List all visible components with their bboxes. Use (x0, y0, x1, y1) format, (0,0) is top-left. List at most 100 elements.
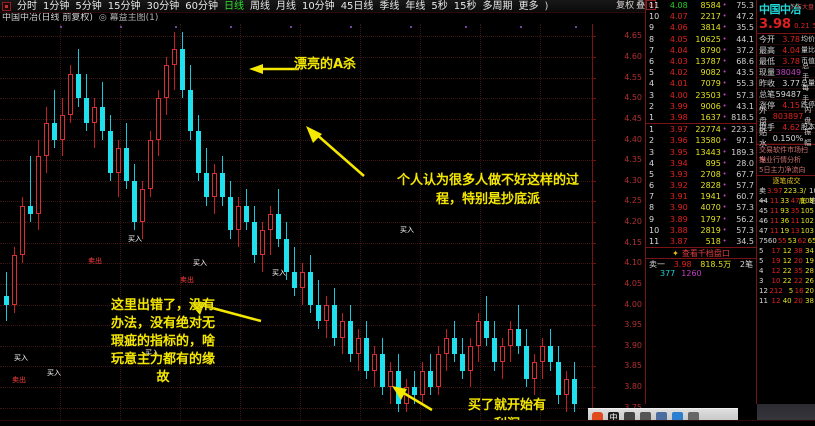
bid-index: 5 (649, 169, 655, 179)
price-axis-tick: 4.05 (624, 278, 642, 288)
mic-icon[interactable] (640, 412, 651, 423)
toolbar-item-3[interactable]: 15分钟 (107, 0, 141, 12)
bid-price: 3.87 (669, 237, 688, 247)
ask-row[interactable]: 1 3.98 1637 • 818.5 (646, 112, 756, 123)
bid-row[interactable]: 5 3.93 2708 • 67.7 (646, 169, 756, 180)
quote-section-item[interactable]: 5日主力净流向 (757, 165, 815, 175)
toolbar-right-fuquan[interactable]: 复权 (616, 1, 635, 11)
deal-title: 逐笔成交 (772, 177, 801, 185)
bid-row[interactable]: 9 3.89 1797 • 56.2 (646, 214, 756, 225)
toolbar-item-daily[interactable]: 日线 (223, 0, 244, 12)
ask-row[interactable]: 4 4.01 7079 • 55.3 (646, 78, 756, 89)
ask-row[interactable]: 3 4.00 23503 • 57.3 (646, 90, 756, 101)
keyboard-icon[interactable] (656, 412, 667, 423)
deal-cell: 5 (788, 287, 794, 295)
toolbar-item-5[interactable]: 60分钟 (185, 0, 218, 12)
gridline (0, 77, 592, 79)
favorite-icon[interactable] (672, 412, 683, 423)
tool-icon[interactable] (624, 412, 635, 423)
ask-dot-icon: • (722, 68, 727, 77)
bid-row[interactable]: 2 3.96 13580 • 97.1 (646, 135, 756, 146)
candle (476, 24, 481, 420)
ask-amount: 47.2 (736, 12, 755, 22)
candle (180, 24, 185, 420)
toolbar-item-14[interactable]: 15秒 (453, 0, 477, 12)
toolbar-item-15[interactable]: 多周期 (482, 0, 513, 12)
toolbar-item-10[interactable]: 45日线 (340, 0, 374, 12)
toolbar-item-0[interactable]: 分时 (17, 0, 37, 12)
ask-row[interactable]: 2 3.99 9006 • 43.1 (646, 101, 756, 112)
ask-row[interactable]: 5 4.02 9082 • 43.5 (646, 67, 756, 78)
toolbar-item-11[interactable]: 季线 (379, 0, 400, 12)
bid-row[interactable]: 6 3.92 2828 • 57.7 (646, 180, 756, 191)
bid-row[interactable]: 11 3.87 518 • 34.5 (646, 236, 756, 247)
toolbar-item-1[interactable]: 1分钟 (43, 0, 70, 12)
ask-row[interactable]: 6 4.03 13787 • 68.6 (646, 56, 756, 67)
candle (556, 24, 561, 420)
bid-index: 11 (649, 237, 660, 247)
quote-field-label-2: 量比 (801, 45, 815, 54)
stock-label: 中国中冶(日线 前复权) (2, 13, 93, 23)
quote-section-list[interactable]: 交易软件市场扫描 专业行情分析 5日主力净流向 (757, 144, 815, 175)
toolbar-item-4[interactable]: 30分钟 (146, 0, 180, 12)
bid-row[interactable]: 8 3.90 4070 • 57.3 (646, 202, 756, 213)
order-book-panel[interactable]: ≡ 11 4.08 8584 • 75.3 10 4.07 2217 • 47.2 9 4.06 381… (645, 0, 757, 404)
deal-cell: 12 (771, 267, 781, 275)
bid-row[interactable]: 4 3.94 895 • 28.0 (646, 158, 756, 169)
price-axis-tickmark (593, 36, 596, 38)
ask-rows[interactable]: 11 4.08 8584 • 75.3 10 4.07 2217 • 47.2 9 4.06 3814 •… (646, 0, 756, 123)
buy-signal-marker: 买入 (400, 226, 414, 234)
ask-row[interactable]: 11 4.08 8584 • 75.3 (646, 0, 756, 11)
top-marker-dot (290, 26, 292, 28)
quote-section-item[interactable]: 专业行情分析 (757, 155, 815, 165)
sogou-ime-icon[interactable] (592, 412, 603, 423)
candle (508, 24, 513, 420)
bid-row[interactable]: 1 3.97 22774 • 223.3 (646, 124, 756, 135)
top-marker-dot (410, 26, 412, 28)
bid-row[interactable]: 10 3.88 2819 • 57.3 (646, 225, 756, 236)
ask-row[interactable]: 8 4.05 10625 • 44.1 (646, 34, 756, 45)
quote-field-table: 今开 3.78 均价 最高 4.04 量比 最低 3.78 币值 现量 38049 总手 昨收 3.77 总… (757, 33, 815, 148)
app-menu-icon[interactable] (2, 1, 11, 11)
bid-dot-icon: • (722, 181, 727, 190)
ask-price: 4.05 (669, 34, 688, 44)
quote-section-item[interactable]: 交易软件市场扫描 (757, 145, 815, 164)
orderbook-pair-row: 377 1260 (646, 269, 756, 280)
candle (4, 24, 9, 420)
toolbar-item-13[interactable]: 5秒 (431, 0, 448, 12)
bid-row[interactable]: 7 3.91 1941 • 60.7 (646, 191, 756, 202)
deal-cell: 34 (805, 247, 815, 255)
toolbar-item-8[interactable]: 月线 (275, 0, 296, 12)
price-axis-tickmark (593, 366, 596, 368)
quote-field-value: 4.15 (782, 100, 800, 110)
toolbar-item-9[interactable]: 10分钟 (301, 0, 335, 12)
ask-row[interactable]: 10 4.07 2217 • 47.2 (646, 11, 756, 22)
ask-row[interactable]: 7 4.04 8790 • 37.2 (646, 45, 756, 56)
toolbar-item-7[interactable]: 周线 (249, 0, 270, 12)
deal-cell: 55 (777, 237, 787, 245)
candle (76, 24, 81, 420)
toolbar-item-16[interactable]: 更多 (518, 0, 539, 12)
menu-icon[interactable] (688, 412, 699, 423)
ask-row[interactable]: 9 4.06 3814 • 35.5 (646, 22, 756, 33)
orderbook-collapse-icon[interactable]: ≡ (646, 0, 656, 10)
candlestick-chart[interactable]: 买入买入卖出卖出买入卖出买入买入买入买入买入 漂亮的A杀 个人认为很多人做不好这… (0, 24, 592, 420)
bid-price: 3.88 (669, 225, 688, 235)
bid-rows[interactable]: 1 3.97 22774 • 223.3 2 3.96 13580 • 97.1 3 3.95 1344… (646, 123, 756, 247)
deep-orderbook-link[interactable]: ✦ 查看千档盘口 (646, 247, 756, 258)
bid-row[interactable]: 3 3.95 13443 • 189.3 (646, 146, 756, 157)
candle (140, 24, 145, 420)
chinese-input-icon[interactable]: 中 (608, 412, 619, 423)
price-axis-tickmark (593, 325, 596, 327)
quote-panel[interactable]: 中国中冶 沪市大盘 3.98 0.21 5.57% 今开3.78均价最高4.04… (757, 0, 815, 404)
ask-amount: 35.5 (736, 23, 755, 33)
top-marker-dot (120, 26, 122, 28)
deal-cell: 5 (759, 247, 764, 255)
candle (340, 24, 345, 420)
bid-dot-icon: • (722, 214, 727, 223)
toolbar-item-12[interactable]: 年线 (405, 0, 426, 12)
indicator-label[interactable]: ◎ 幕益主图(1) (98, 13, 159, 23)
gridline-v (480, 24, 481, 420)
toolbar-item-2[interactable]: 5分钟 (75, 0, 102, 12)
chart-top-markers (0, 24, 592, 30)
